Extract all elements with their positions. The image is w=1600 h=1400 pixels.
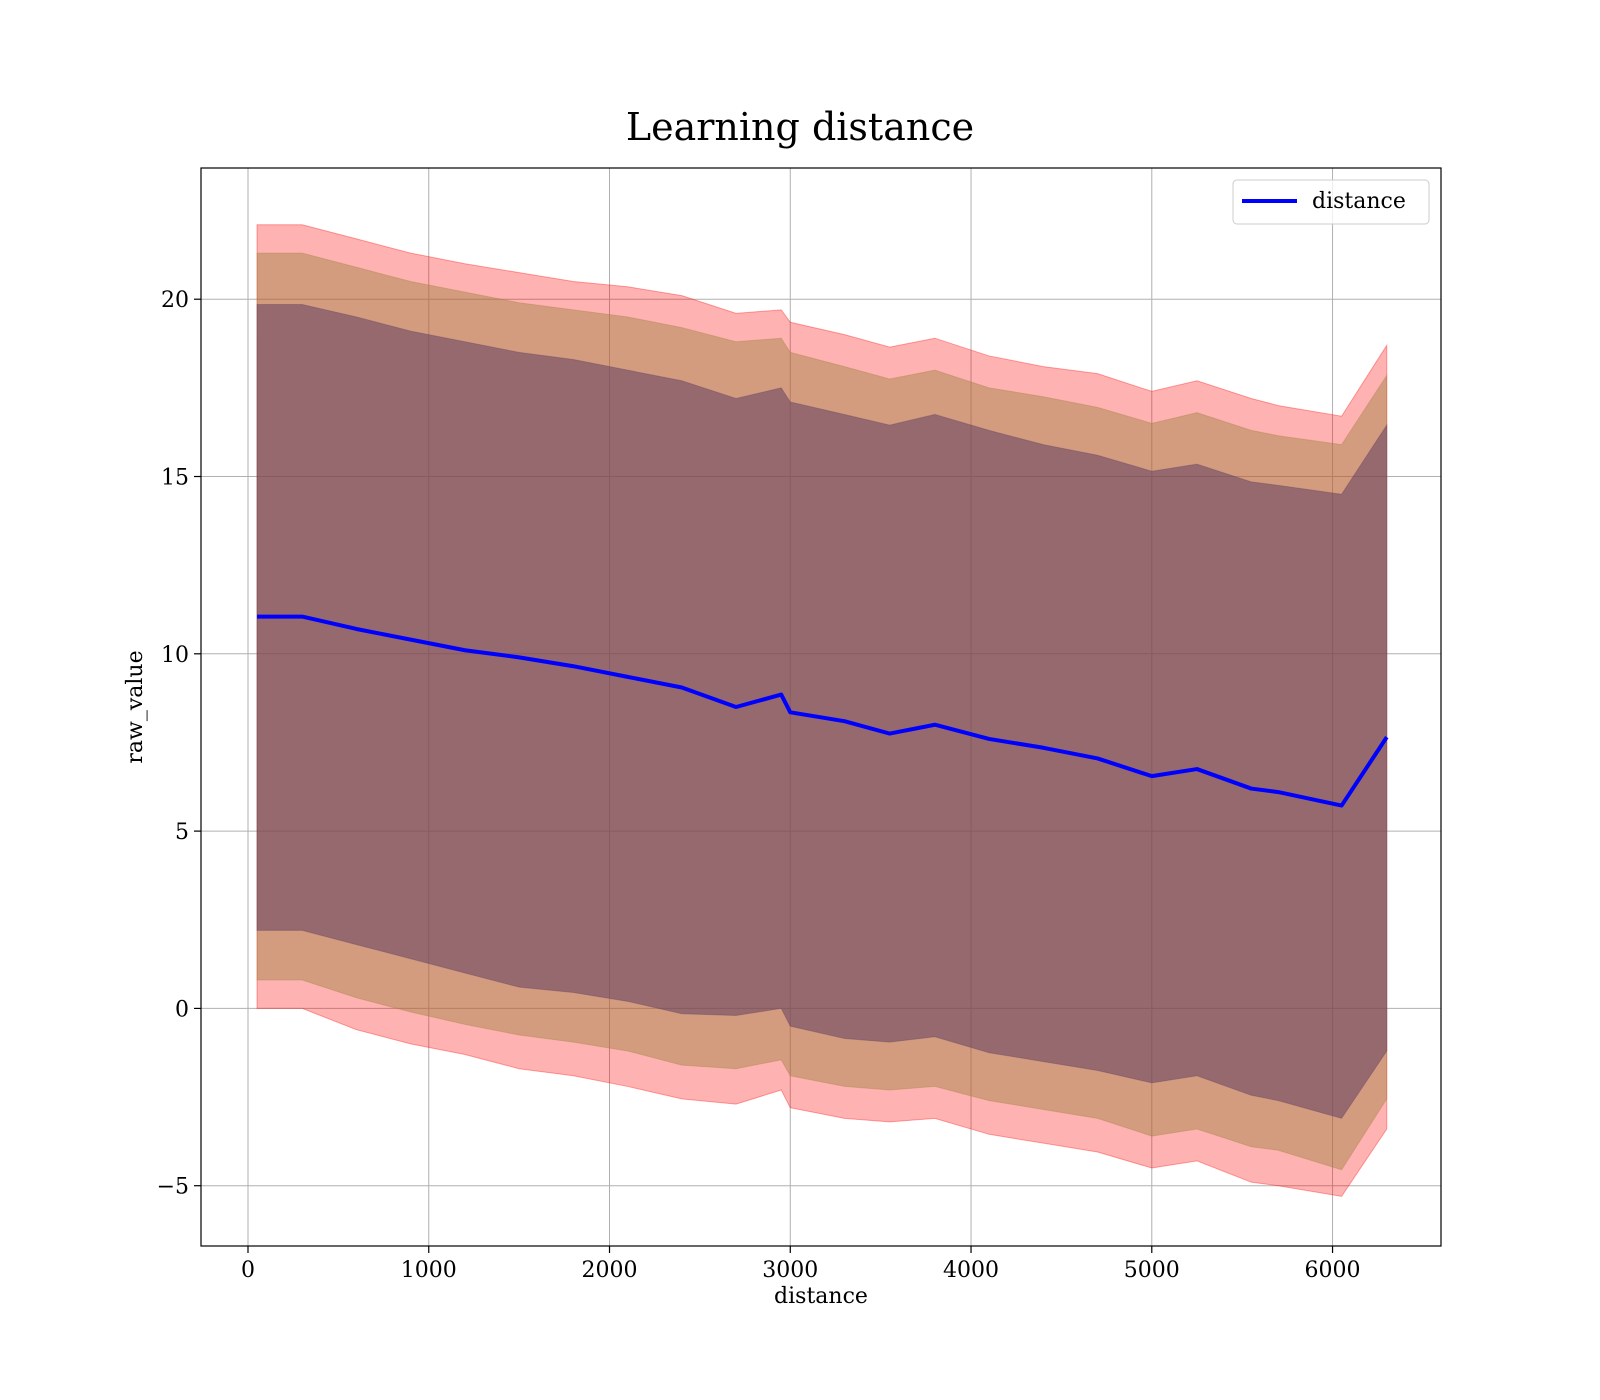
chart-title: Learning distance [626,105,974,149]
y-axis-ticks: −5 0 5 10 15 20 [157,288,201,1200]
legend: distance [1232,179,1430,225]
x-axis-ticks: 0 1000 2000 3000 4000 5000 6000 [241,1246,1361,1283]
legend-label-distance: distance [1312,189,1406,214]
x-tick-label-2: 2000 [582,1258,638,1283]
y-tick-label-1: 0 [175,997,189,1022]
x-tick-label-3: 3000 [762,1258,818,1283]
y-tick-label-2: 5 [175,820,189,845]
bands [256,224,1388,1197]
legend-box [1232,179,1430,225]
y-tick-label-5: 20 [161,288,189,313]
y-tick-label-3: 10 [161,643,189,668]
y-tick-label-0: −5 [157,1175,189,1200]
series-line-distance [257,614,1389,808]
y-axis-label: raw_value [123,650,148,763]
x-tick-label-5: 5000 [1124,1258,1180,1283]
x-tick-label-0: 0 [241,1258,255,1283]
x-axis-label: distance [774,1284,868,1309]
plot-frame [200,167,1442,1247]
x-tick-label-6: 6000 [1305,1258,1361,1283]
series-lines [257,614,1389,808]
x-tick-label-4: 4000 [943,1258,999,1283]
x-tick-label-1: 1000 [401,1258,457,1283]
y-tick-label-4: 15 [161,466,189,491]
band-inner [256,304,1388,1119]
